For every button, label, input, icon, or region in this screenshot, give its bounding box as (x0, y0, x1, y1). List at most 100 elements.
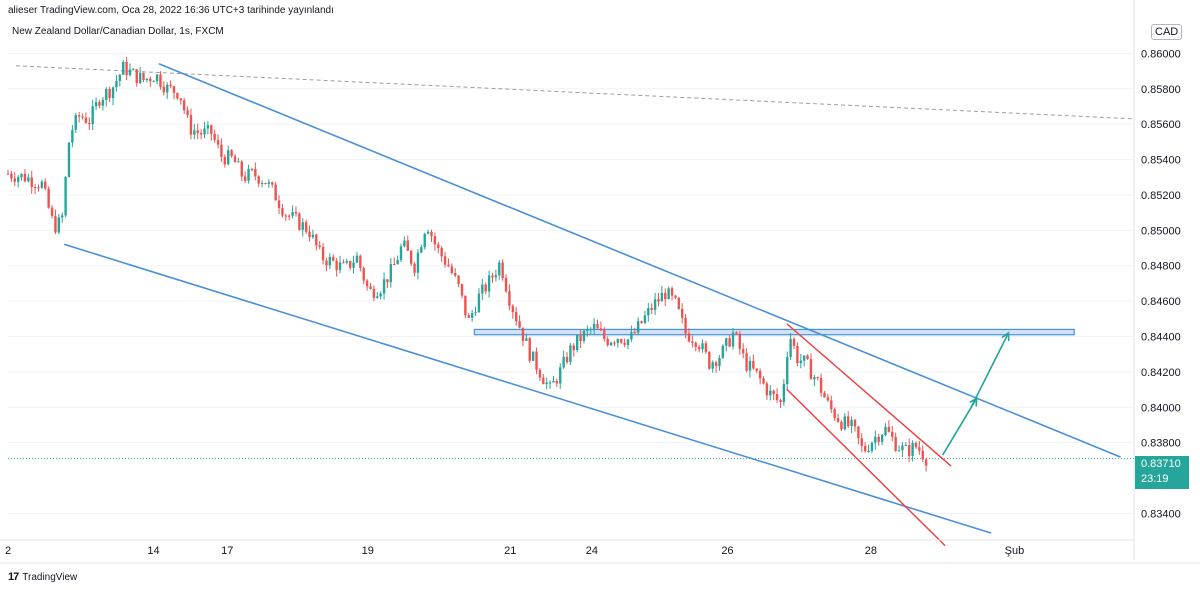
candle-body (552, 380, 555, 383)
candle-body (409, 250, 413, 264)
candle-body (491, 275, 494, 278)
candle-body (738, 333, 742, 349)
candle-body (870, 442, 874, 451)
candle-body (220, 144, 223, 157)
candle-body (199, 132, 203, 135)
currency-badge[interactable]: CAD (1151, 24, 1183, 40)
candle-body (332, 256, 335, 261)
candle-body (819, 377, 823, 393)
candle-body (674, 295, 677, 298)
candle-body (559, 367, 562, 384)
candle-body (514, 312, 518, 322)
candle-body (521, 327, 525, 341)
y-tick-label: 0.84000 (1141, 402, 1181, 414)
candle-body (206, 125, 210, 129)
y-tick-label: 0.85400 (1141, 155, 1181, 167)
candle-body (731, 332, 735, 347)
candle-body (725, 338, 728, 346)
candle-body (277, 200, 281, 208)
y-tick-label: 0.85000 (1141, 225, 1181, 237)
candle-body (735, 332, 738, 334)
candle-body (23, 173, 27, 182)
candle-body (843, 416, 847, 430)
candle-body (105, 88, 108, 100)
candle-body (809, 359, 813, 380)
candle-body (701, 343, 704, 350)
candle-body (498, 262, 501, 276)
candle-body (565, 356, 569, 363)
y-tick-label: 0.84400 (1141, 332, 1181, 344)
candle-body (921, 450, 924, 460)
candle-body (555, 380, 559, 384)
candle-body (348, 261, 352, 268)
candle-body (142, 72, 145, 81)
outer-channel-top (158, 63, 1121, 458)
candle-body (545, 382, 548, 385)
candle-body (365, 280, 369, 287)
candle-body (260, 182, 264, 184)
candle-body (443, 256, 447, 265)
candle-body (399, 246, 403, 260)
candle-body (907, 445, 911, 456)
candle-body (633, 332, 636, 334)
candle-body (359, 255, 362, 269)
tradingview-logo-icon: 17 (8, 571, 19, 583)
candle-body (681, 308, 684, 318)
candle-body (210, 125, 213, 134)
candles (6, 56, 928, 472)
candle-body (802, 355, 806, 361)
candle-body (708, 351, 711, 369)
candle-body (254, 168, 257, 177)
candle-body (745, 353, 748, 371)
candle-body (108, 88, 111, 99)
resistance-zone (473, 328, 1075, 336)
x-tick-label: 19 (362, 545, 374, 557)
tradingview-brand: TradingView (22, 571, 78, 583)
candle-body (152, 81, 155, 83)
candle-body (728, 338, 731, 347)
candle-body (311, 234, 315, 238)
y-tick-label: 0.84600 (1141, 296, 1181, 308)
grid (8, 52, 1134, 514)
projection-arrowhead-2 (1001, 331, 1010, 341)
candle-body (88, 122, 91, 125)
candle-body (826, 397, 830, 401)
candle-body (853, 419, 857, 427)
candle-body (6, 173, 10, 175)
candle-body (182, 100, 186, 111)
bar-countdown: 23:19 (1141, 473, 1169, 485)
candle-body (27, 177, 30, 182)
y-tick-label: 0.84800 (1141, 261, 1181, 273)
candle-body (481, 284, 484, 294)
candle-body (542, 377, 545, 385)
candle-body (430, 231, 433, 237)
candle-body (325, 260, 328, 266)
candle-body (30, 177, 33, 187)
tradingview-logo[interactable]: 17 TradingView (8, 571, 77, 583)
candle-body (213, 133, 216, 140)
candle-body (670, 288, 674, 296)
annotations-front (63, 63, 1121, 547)
candle-body (257, 176, 260, 184)
candle-body (243, 176, 247, 181)
candle-body (887, 426, 891, 432)
candle-body (860, 438, 863, 446)
candle-body (613, 342, 616, 344)
candle-body (630, 332, 633, 340)
candle-body (135, 69, 138, 83)
candle-body (335, 260, 338, 271)
candle-body (501, 262, 504, 279)
candle-body (91, 106, 94, 125)
candle-body (288, 215, 291, 217)
candle-body (918, 447, 921, 451)
x-tick-label: 26 (721, 545, 733, 557)
candle-body (477, 293, 481, 313)
candle-body (816, 377, 819, 379)
candle-body (98, 101, 101, 106)
candle-body (50, 207, 54, 217)
candle-body (94, 101, 98, 107)
candle-body (823, 392, 826, 398)
projection-arrowhead-1 (969, 397, 978, 407)
candle-body (508, 291, 511, 306)
